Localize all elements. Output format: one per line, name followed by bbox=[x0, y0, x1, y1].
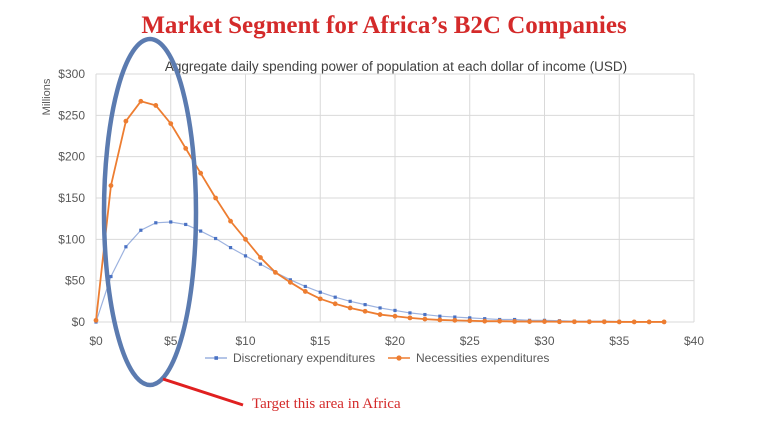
data-point bbox=[423, 312, 427, 317]
data-point bbox=[378, 306, 382, 310]
legend-label: Discretionary expenditures bbox=[233, 351, 375, 365]
data-point bbox=[572, 319, 577, 325]
data-point bbox=[557, 319, 562, 325]
x-tick-label: $35 bbox=[609, 334, 629, 348]
data-point bbox=[288, 278, 292, 282]
data-point bbox=[646, 319, 652, 325]
annotation-text: Target this area in Africa bbox=[252, 396, 401, 412]
x-tick-label: $0 bbox=[89, 334, 103, 348]
data-point bbox=[482, 318, 488, 324]
data-point bbox=[332, 301, 338, 307]
x-tick-label: $40 bbox=[684, 334, 704, 348]
data-point bbox=[243, 254, 248, 258]
data-point bbox=[213, 195, 219, 201]
chart-title: Aggregate daily spending power of popula… bbox=[164, 59, 628, 74]
x-tick-label: $25 bbox=[460, 334, 480, 348]
y-tick-label: $50 bbox=[65, 274, 85, 288]
highlight-ellipse bbox=[101, 36, 199, 388]
series-line-necessities bbox=[95, 100, 665, 323]
data-point bbox=[139, 228, 143, 232]
data-point bbox=[661, 319, 667, 325]
data-point bbox=[483, 317, 487, 321]
data-point bbox=[437, 317, 443, 323]
legend-label: Necessities expenditures bbox=[416, 351, 549, 365]
data-point bbox=[631, 319, 637, 325]
data-point bbox=[468, 316, 472, 320]
data-point bbox=[302, 289, 308, 294]
data-point bbox=[348, 299, 352, 303]
x-tick-label: $20 bbox=[385, 334, 405, 348]
data-point bbox=[109, 274, 113, 279]
data-point bbox=[168, 121, 174, 126]
data-point bbox=[228, 218, 233, 224]
data-point bbox=[333, 295, 337, 299]
data-point bbox=[392, 313, 398, 319]
data-point bbox=[453, 315, 457, 319]
data-point bbox=[363, 303, 367, 307]
data-point bbox=[303, 284, 307, 289]
y-tick-label: $200 bbox=[58, 150, 85, 164]
data-point bbox=[317, 296, 323, 302]
slide-title: Market Segment for Africa’s B2C Companie… bbox=[141, 12, 627, 39]
data-point bbox=[228, 246, 233, 250]
data-point bbox=[243, 236, 248, 242]
data-point bbox=[183, 146, 189, 151]
data-point bbox=[347, 305, 353, 311]
data-point bbox=[586, 319, 592, 325]
legend-marker bbox=[214, 356, 218, 360]
data-point bbox=[377, 312, 383, 317]
y-tick-label: $150 bbox=[58, 191, 85, 205]
data-point bbox=[393, 308, 397, 313]
data-point bbox=[318, 290, 322, 294]
data-point bbox=[123, 118, 129, 124]
x-tick-label: $10 bbox=[235, 334, 255, 348]
data-point bbox=[199, 229, 203, 233]
y-tick-label: $300 bbox=[58, 67, 85, 81]
annotation-arrow bbox=[162, 377, 244, 407]
data-point bbox=[362, 308, 368, 314]
data-point bbox=[154, 221, 158, 225]
data-point bbox=[452, 317, 458, 323]
data-point bbox=[422, 316, 428, 322]
data-point bbox=[258, 255, 263, 260]
y-tick-label: $100 bbox=[58, 232, 85, 246]
data-point bbox=[438, 314, 442, 318]
x-tick-label: $15 bbox=[310, 334, 330, 348]
data-point bbox=[287, 279, 293, 285]
data-point bbox=[408, 311, 412, 315]
data-point bbox=[616, 319, 622, 325]
data-point bbox=[184, 222, 188, 227]
data-point bbox=[108, 183, 114, 189]
data-point bbox=[153, 103, 159, 108]
data-point bbox=[273, 270, 278, 275]
data-point bbox=[497, 318, 503, 324]
data-point bbox=[407, 315, 413, 321]
x-tick-label: $30 bbox=[534, 334, 554, 348]
x-tick-label: $5 bbox=[164, 334, 178, 348]
data-point bbox=[467, 318, 473, 324]
data-point bbox=[93, 317, 99, 323]
y-axis-label: Millions bbox=[41, 78, 53, 115]
data-point bbox=[527, 319, 532, 324]
data-point bbox=[169, 220, 173, 224]
data-point bbox=[512, 319, 517, 324]
data-point bbox=[124, 245, 128, 249]
data-point bbox=[138, 98, 144, 104]
data-point bbox=[258, 262, 263, 266]
data-point bbox=[214, 236, 218, 241]
y-tick-label: $0 bbox=[72, 315, 86, 329]
data-point bbox=[198, 170, 204, 176]
data-point bbox=[542, 319, 547, 324]
y-tick-label: $250 bbox=[58, 108, 85, 122]
legend-marker bbox=[396, 355, 402, 361]
data-point bbox=[601, 319, 607, 325]
